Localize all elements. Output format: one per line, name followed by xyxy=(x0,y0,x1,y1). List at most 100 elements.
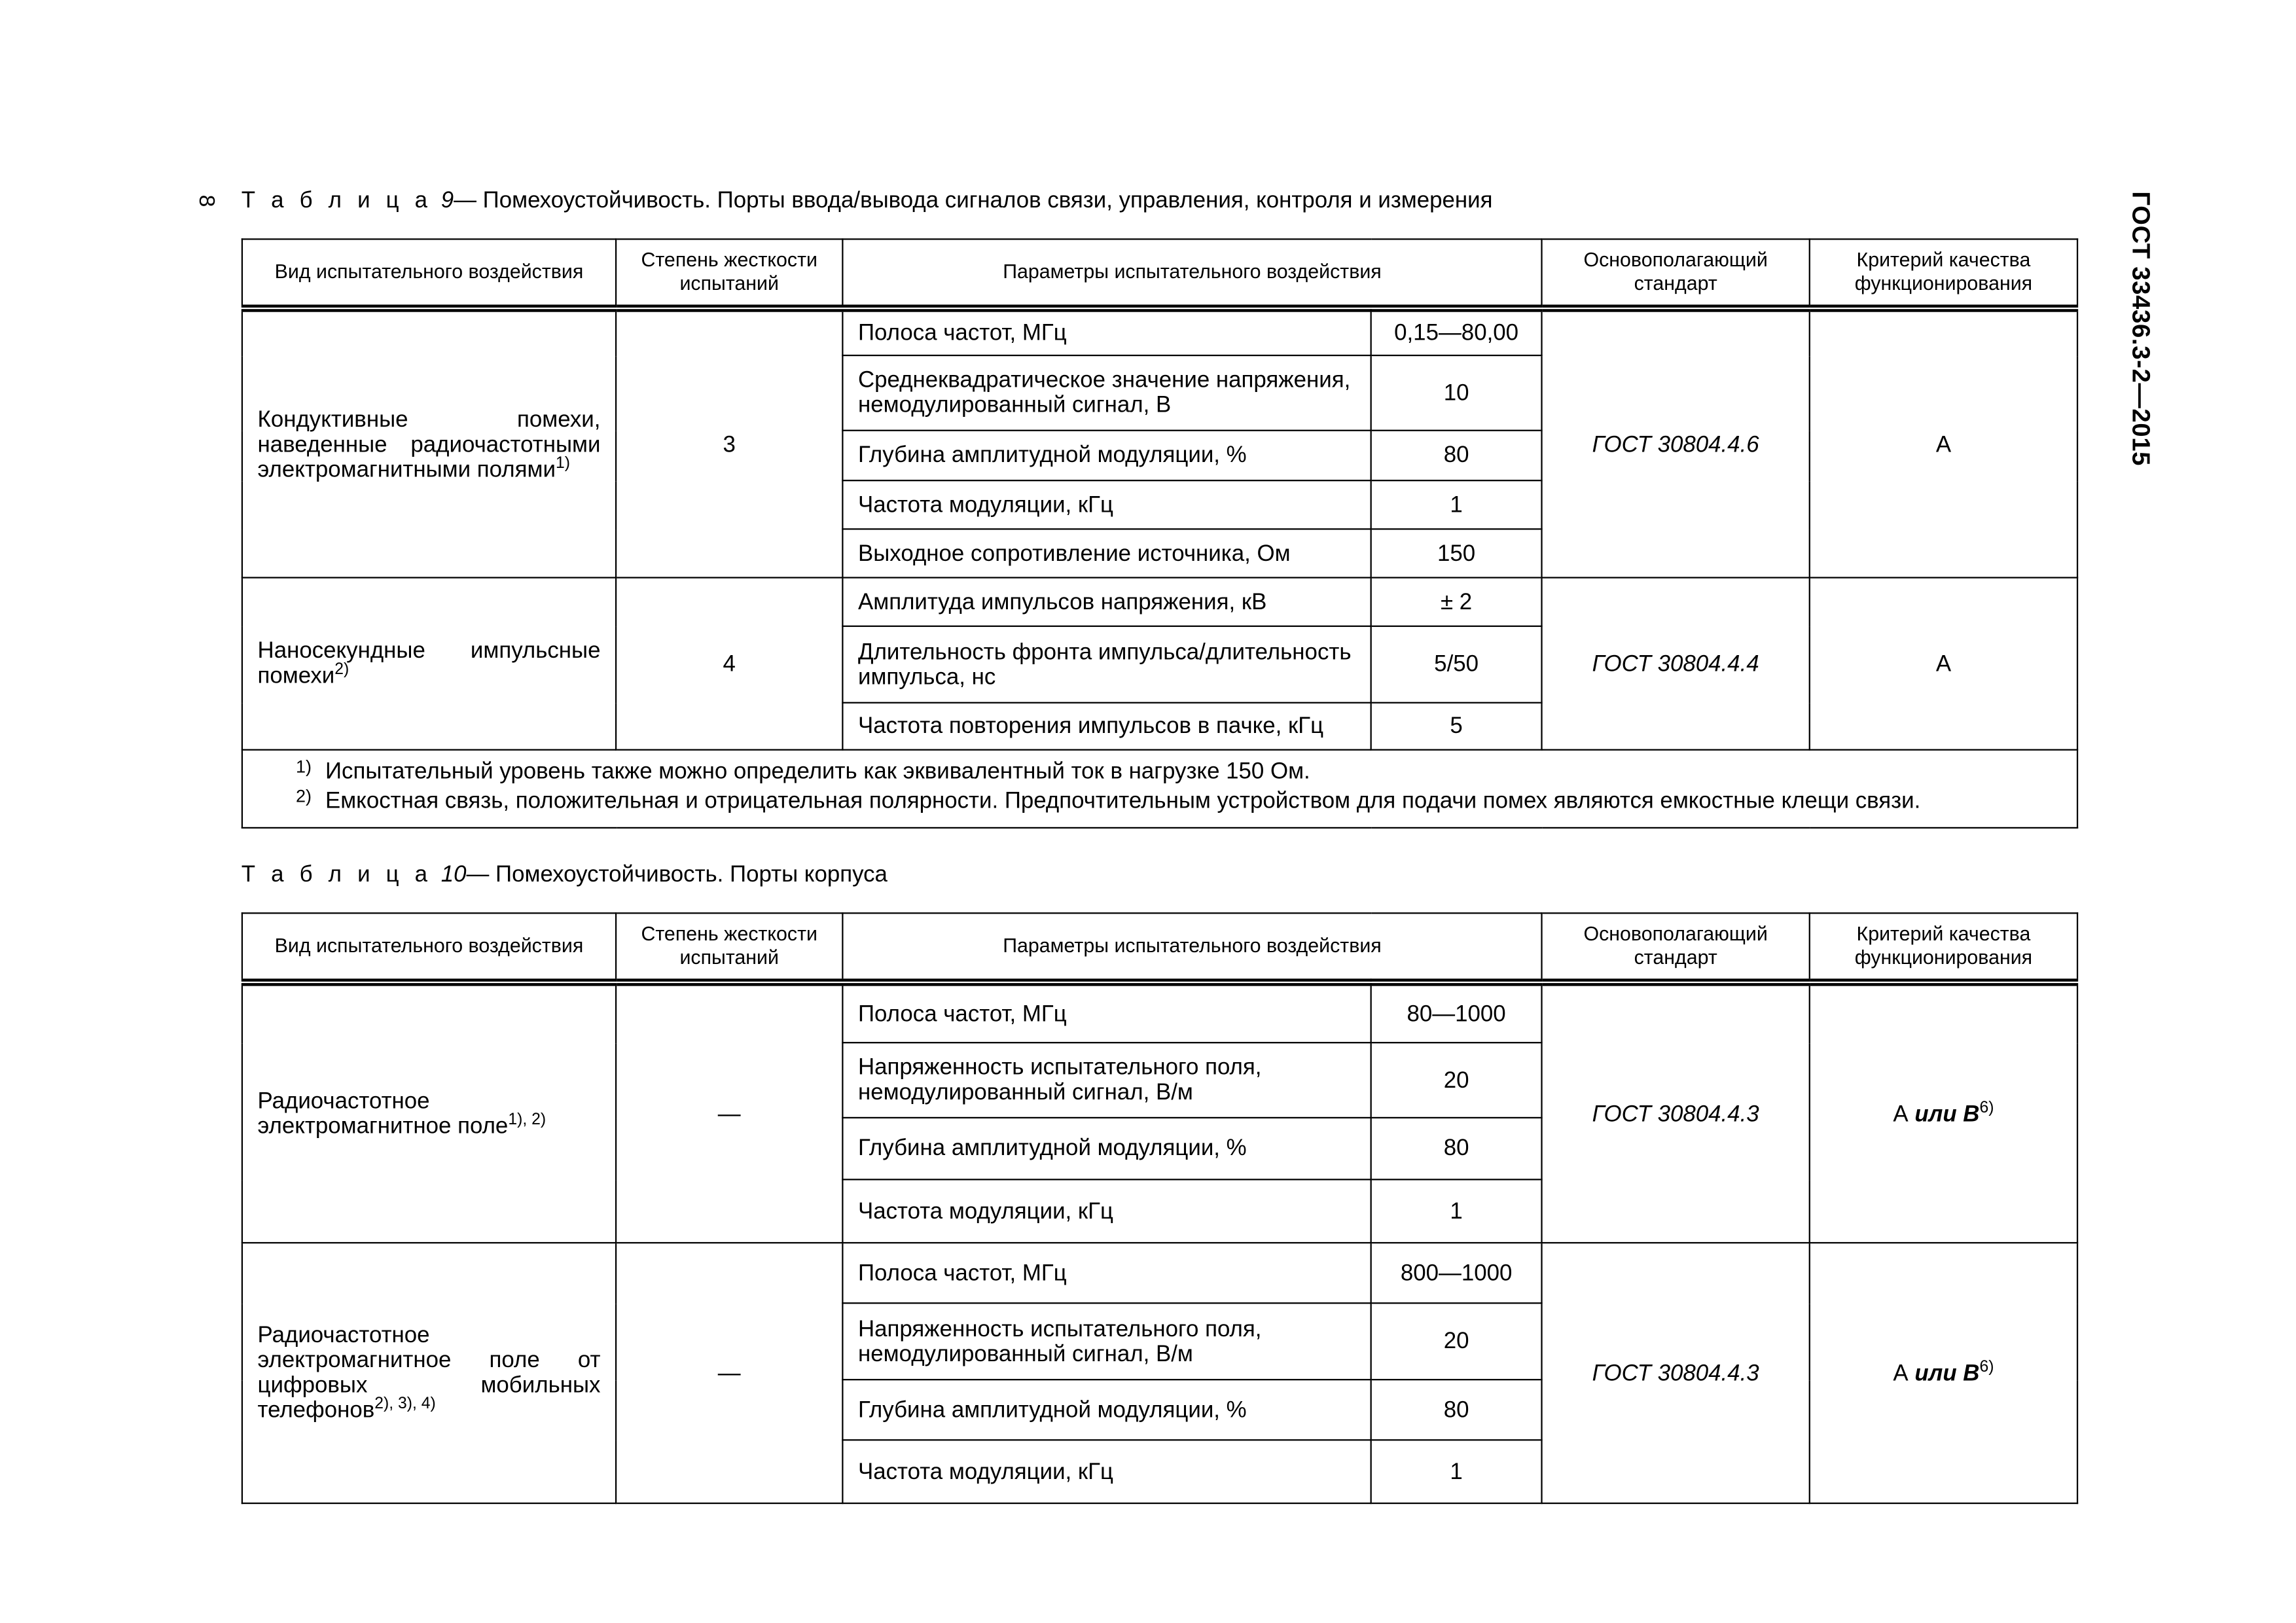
severity-cell: — xyxy=(615,1241,844,1505)
criterion-footnote-ref: 6) xyxy=(1979,1357,1994,1376)
table-row: Частота повторения импульсов в пачке, кГ… xyxy=(242,702,2077,751)
table-row: Наносекундные импульсные помехи2) 4 Амплит… xyxy=(241,577,2079,751)
table-label: Т а б л и ц а xyxy=(241,188,433,214)
param-value: 150 xyxy=(1370,528,1543,579)
param-name: Полоса частот, МГц xyxy=(842,307,1372,357)
table-row: Частота модуляции, кГц 1 xyxy=(242,1439,2077,1505)
criterion-cell: А xyxy=(1808,577,2079,751)
param-value: 800—1000 xyxy=(1370,1241,1543,1304)
table-caption: Т а б л и ц а 10— Помехоустойчивость. Пор… xyxy=(242,863,888,889)
table-row: Радиочастотное электромагнитное поле от … xyxy=(241,1241,2079,1505)
effect-cell: Радиочастотное электромагнитное поле1), … xyxy=(241,981,617,1244)
param-value: 20 xyxy=(1370,1302,1543,1381)
header-effect: Вид испытательного воздействия xyxy=(241,912,617,986)
param-value: 10 xyxy=(1370,354,1543,431)
param-name: Глубина амплитудной модуляции, % xyxy=(842,1379,1372,1441)
param-value: ± 2 xyxy=(1370,577,1543,627)
effect-footnote-ref: 2) xyxy=(334,660,350,679)
param-value: 1 xyxy=(1370,1439,1543,1505)
footnote: 1) Испытательный уровень также можно опре… xyxy=(296,757,2062,787)
criterion-alt: или В xyxy=(1914,1360,1980,1386)
table-row: Глубина амплитудной модуляции, % 80 xyxy=(242,429,2077,482)
table-row: Частота модуляции, кГц 1 xyxy=(242,1179,2077,1244)
criterion-cell: А или В6) xyxy=(1808,1241,2079,1505)
header-row: Вид испытательного воздействия Степень же… xyxy=(241,912,2079,986)
effect-text: Радиочастотное электромагнитное поле xyxy=(257,1089,509,1139)
standard-cell: ГОСТ 30804.4.6 xyxy=(1541,307,1810,579)
header-row: Вид испытательного воздействия Степень же… xyxy=(241,238,2079,312)
effect-cell: Кондуктивные помехи, наведенные радиочас… xyxy=(241,307,617,579)
param-value: 80 xyxy=(1370,429,1543,482)
param-name: Частота модуляции, кГц xyxy=(842,1439,1372,1505)
table-row: Среднеквадратическое значение напряжения… xyxy=(242,354,2077,431)
criterion-value: А xyxy=(1893,1101,1909,1127)
param-value: 0,15—80,00 xyxy=(1370,307,1543,357)
param-value: 20 xyxy=(1370,1042,1543,1119)
document-code: ГОСТ 33436.3-2—2015 xyxy=(2126,191,2155,467)
table-row: Напряженность испытательного поля, немод… xyxy=(242,1042,2077,1119)
table-title: — Помехоустойчивость. Порты корпуса xyxy=(466,862,888,887)
param-name: Амплитуда импульсов напряжения, кВ xyxy=(842,577,1372,627)
param-value: 80 xyxy=(1370,1379,1543,1441)
table-row: Напряженность испытательного поля, немод… xyxy=(242,1302,2077,1381)
effect-text: Наносекундные импульсные помехи xyxy=(257,638,601,689)
header-params: Параметры испытательного воздействия xyxy=(842,238,1543,312)
param-value: 1 xyxy=(1370,480,1543,530)
param-value: 5 xyxy=(1370,702,1543,751)
param-name: Частота модуляции, кГц xyxy=(842,480,1372,530)
criterion-value: А xyxy=(1893,1360,1909,1386)
footnotes: 1) Испытательный уровень также можно опре… xyxy=(241,749,2079,829)
effect-text: Кондуктивные помехи, наведенные радиочас… xyxy=(257,406,601,482)
table-title: — Помехоустойчивость. Порты ввода/вывода… xyxy=(454,188,1493,214)
table-number: 9 xyxy=(440,188,454,214)
table-10: Вид испытательного воздействия Степень же… xyxy=(241,912,2079,1505)
criterion-footnote-ref: 6) xyxy=(1979,1098,1994,1116)
param-name: Напряженность испытательного поля, немод… xyxy=(842,1042,1372,1119)
effect-cell: Наносекундные импульсные помехи2) xyxy=(241,577,617,751)
footnote-text: Испытательный уровень также можно опреде… xyxy=(325,759,1310,785)
footnote-text: Емкостная связь, положительная и отрицат… xyxy=(325,789,1921,814)
severity-cell: — xyxy=(615,981,844,1244)
param-name: Полоса частот, МГц xyxy=(842,1241,1372,1304)
table-number: 10 xyxy=(440,862,467,887)
param-name: Глубина амплитудной модуляции, % xyxy=(842,429,1372,482)
header-standard: Основополагающий стандарт xyxy=(1541,238,1810,312)
header-severity: Степень жесткости испытаний xyxy=(615,238,844,312)
standard-cell: ГОСТ 30804.4.3 xyxy=(1541,1241,1810,1505)
param-name: Длительность фронта импульса/длительност… xyxy=(842,625,1372,704)
param-value: 1 xyxy=(1370,1179,1543,1244)
header-severity: Степень жесткости испытаний xyxy=(615,912,844,986)
footnote-mark: 2) xyxy=(295,785,312,807)
param-name: Среднеквадратическое значение напряжения… xyxy=(842,354,1372,431)
standard-cell: ГОСТ 30804.4.4 xyxy=(1541,577,1810,751)
param-value: 5/50 xyxy=(1370,625,1543,704)
table-9: Вид испытательного воздействия Степень же… xyxy=(241,238,2079,829)
table-caption: Т а б л и ц а 9— Помехоустойчивость. Порт… xyxy=(242,188,1493,215)
footnote-mark: 1) xyxy=(295,756,312,777)
table-row: Кондуктивные помехи, наведенные радиочас… xyxy=(241,307,2079,579)
criterion-value: А xyxy=(1935,651,1952,677)
criterion-alt: или В xyxy=(1914,1101,1980,1127)
table-row: Радиочастотное электромагнитное поле1), … xyxy=(241,981,2079,1244)
table-row: Длительность фронта импульса/длительност… xyxy=(242,625,2077,704)
severity-cell: 3 xyxy=(615,307,844,579)
header-params: Параметры испытательного воздействия xyxy=(842,912,1543,986)
criterion-cell: А xyxy=(1808,307,2079,579)
header-effect: Вид испытательного воздействия xyxy=(241,238,617,312)
effect-footnote-ref: 1) xyxy=(555,454,570,472)
header-criterion: Критерий качества функционирования xyxy=(1808,238,2079,312)
table-row: Частота модуляции, кГц 1 xyxy=(242,480,2077,530)
effect-cell: Радиочастотное электромагнитное поле от … xyxy=(241,1241,617,1505)
param-value: 80—1000 xyxy=(1370,981,1543,1044)
param-name: Выходное сопротивление источника, Ом xyxy=(842,528,1372,579)
footnotes-row: 1) Испытательный уровень также можно опре… xyxy=(241,749,2079,829)
param-value: 80 xyxy=(1370,1116,1543,1181)
param-name: Напряженность испытательного поля, немод… xyxy=(842,1302,1372,1381)
severity-cell: 4 xyxy=(615,577,844,751)
param-name: Глубина амплитудной модуляции, % xyxy=(842,1116,1372,1181)
table-label: Т а б л и ц а xyxy=(241,862,433,887)
table-row: Выходное сопротивление источника, Ом 150 xyxy=(242,528,2077,579)
page-number: 8 xyxy=(194,194,219,207)
table-row: Глубина амплитудной модуляции, % 80 xyxy=(242,1116,2077,1181)
